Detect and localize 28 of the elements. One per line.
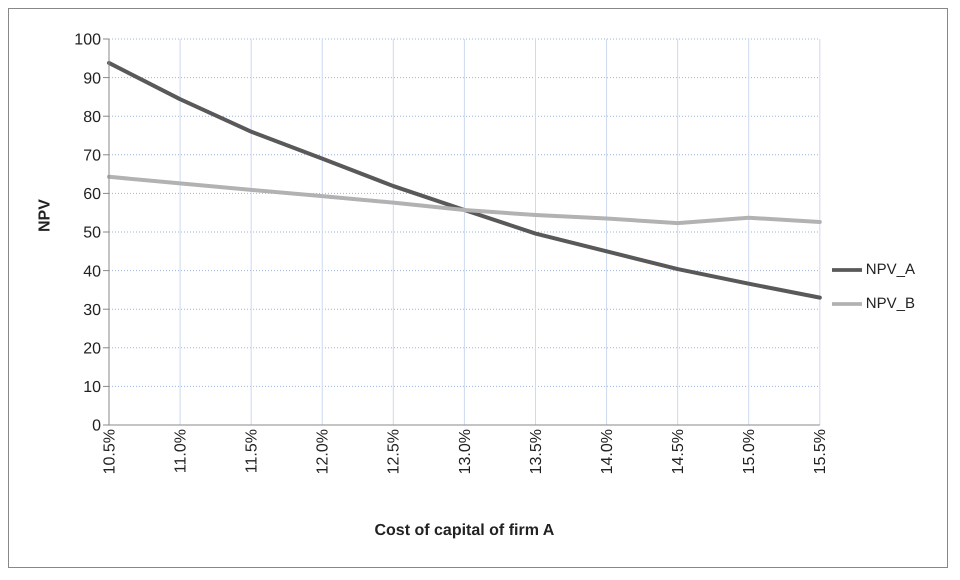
line-series xyxy=(107,174,822,226)
y-tick-label: 100 xyxy=(74,32,102,49)
y-tick-label: 20 xyxy=(83,340,102,358)
y-axis-title: NPV xyxy=(36,198,54,232)
y-tick-label: 10 xyxy=(83,379,102,396)
y-tick-label: 90 xyxy=(83,70,102,88)
y-tick-label: 30 xyxy=(83,302,102,319)
y-tick-label: 70 xyxy=(83,147,102,164)
legend-label: NPV_B xyxy=(866,295,915,312)
x-tick-label: 15.5% xyxy=(812,429,830,474)
x-axis-title: Cost of capital of firm A xyxy=(374,522,555,539)
x-tick-label: 10.5% xyxy=(101,429,118,474)
x-tick-label: 13.0% xyxy=(456,429,474,474)
x-tick-label: 13.5% xyxy=(528,429,545,474)
x-tick-label: 11.0% xyxy=(172,429,190,474)
legend-label: NPV_A xyxy=(866,261,915,278)
x-tick-label: 11.5% xyxy=(244,429,261,474)
y-tick-label: 80 xyxy=(83,108,102,126)
x-tick-label: 14.5% xyxy=(670,429,687,474)
x-tick-label: 15.0% xyxy=(741,429,758,474)
y-tick-label: 50 xyxy=(83,224,102,242)
x-tick-label: 12.5% xyxy=(386,429,403,474)
line-series xyxy=(107,60,822,300)
y-tick-label: 0 xyxy=(92,418,102,435)
x-tick-label: 14.0% xyxy=(598,429,616,474)
x-tick-label: 12.0% xyxy=(314,429,332,474)
y-tick-label: 40 xyxy=(83,263,102,280)
y-tick-label: 60 xyxy=(83,186,102,204)
